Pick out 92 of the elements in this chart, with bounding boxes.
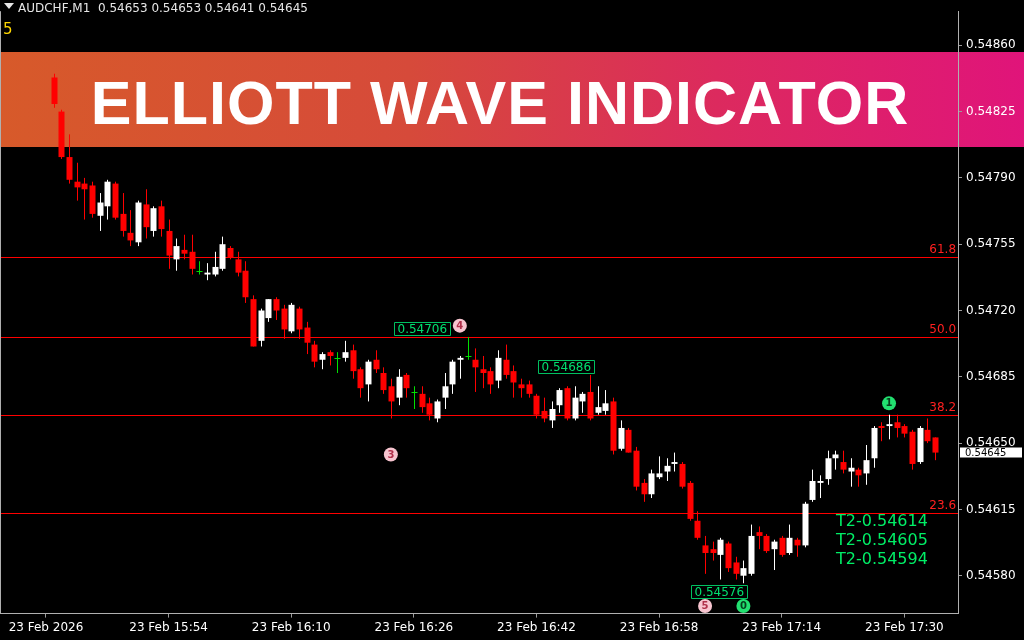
annotation: 0.54576	[694, 584, 745, 599]
candlestick	[710, 541, 717, 562]
candlestick	[786, 524, 793, 556]
candlestick	[380, 366, 387, 395]
candlestick	[495, 349, 502, 389]
candlestick	[127, 209, 134, 247]
candlestick	[549, 400, 556, 429]
candlestick	[457, 355, 464, 380]
candlestick	[717, 537, 724, 580]
y-tick-label: 0.54860	[966, 37, 1016, 52]
annotation: T2-0.54594	[835, 548, 928, 568]
candlestick	[679, 461, 686, 490]
candlestick	[664, 457, 671, 482]
x-tick-label: 23 Feb 17:14	[742, 619, 822, 634]
candlestick	[273, 296, 280, 321]
candlestick	[771, 539, 778, 571]
candlestick	[779, 535, 786, 558]
annotation: 1	[885, 397, 893, 409]
annotation: 5	[701, 600, 709, 612]
candlestick	[733, 556, 740, 580]
candlestick	[932, 436, 939, 461]
y-tick-label: 0.54685	[966, 368, 1016, 383]
chart-subtitle: AUDCHF,M1 0.54653 0.54653 0.54641 0.54645	[18, 0, 308, 16]
x-tick-label: 23 Feb 2026	[8, 619, 84, 634]
candlestick	[411, 385, 418, 410]
candlestick	[656, 455, 663, 480]
candlestick	[403, 372, 410, 399]
candlestick	[365, 359, 372, 402]
x-tick-label: 23 Feb 15:54	[129, 619, 208, 634]
annotation: 38.2	[929, 400, 957, 415]
candlestick	[848, 457, 855, 488]
candlestick	[840, 450, 847, 474]
annotation: 5	[3, 20, 13, 39]
candlestick	[311, 340, 318, 368]
candlestick	[342, 340, 349, 363]
candlestick	[120, 192, 127, 238]
annotation: 4	[456, 319, 464, 331]
y-tick-label: 0.54790	[966, 170, 1016, 185]
annotation: 23.6	[929, 498, 957, 513]
candlestick	[740, 560, 747, 584]
candlestick	[66, 133, 73, 185]
annotation: 50.0	[929, 322, 957, 337]
candlestick	[702, 535, 709, 575]
annotation: 0.54706	[397, 321, 448, 336]
candlestick	[556, 387, 563, 414]
candlestick	[518, 378, 525, 399]
x-tick-label: 23 Feb 16:42	[497, 619, 576, 634]
candlestick	[472, 347, 479, 393]
x-tick-label: 23 Feb 17:30	[864, 619, 944, 634]
candlestick	[886, 414, 893, 440]
candlestick	[618, 419, 625, 452]
candlestick	[465, 336, 472, 361]
candlestick	[671, 452, 678, 473]
text: ELLIOTT WAVE INDICATOR	[90, 69, 910, 137]
candlestick	[809, 469, 816, 503]
candlestick	[396, 368, 403, 406]
candlestick	[625, 427, 632, 454]
annotation: 0.54645	[965, 446, 1007, 458]
x-tick-label: 23 Feb 16:10	[251, 619, 331, 634]
candlestick	[373, 349, 380, 374]
candlestick	[756, 525, 763, 550]
candlestick	[173, 238, 180, 272]
x-tick-label: 23 Feb 16:26	[374, 619, 454, 634]
candlestick	[143, 188, 150, 240]
x-tick-label: 23 Feb 16:58	[619, 619, 699, 634]
candlestick	[832, 450, 839, 471]
candlestick	[442, 372, 449, 410]
y-tick-label: 0.54615	[966, 501, 1016, 516]
candlestick	[648, 469, 655, 499]
candlestick	[763, 533, 770, 554]
y-tick-label: 0.54825	[966, 103, 1016, 118]
candlestick	[434, 399, 441, 423]
candlestick	[158, 200, 165, 238]
candlestick	[334, 351, 341, 374]
candlestick	[196, 260, 203, 276]
candlestick	[150, 205, 157, 238]
annotation: 0.54686	[541, 359, 592, 374]
candlestick	[817, 474, 824, 499]
annotation: 0	[739, 600, 747, 612]
annotation: T2-0.54605	[835, 529, 928, 549]
y-tick-label: 0.54580	[966, 567, 1016, 582]
candlestick	[641, 478, 648, 503]
candlestick	[863, 444, 870, 486]
annotation: 61.8	[929, 242, 957, 257]
candlestick	[449, 359, 456, 395]
y-tick-label: 0.54720	[966, 302, 1016, 317]
annotation: 3	[387, 448, 395, 460]
annotation: T2-0.54614	[835, 510, 928, 530]
y-tick-label: 0.54755	[966, 236, 1016, 251]
candlestick	[924, 417, 931, 444]
candlestick	[878, 421, 885, 442]
candlestick	[825, 450, 832, 486]
